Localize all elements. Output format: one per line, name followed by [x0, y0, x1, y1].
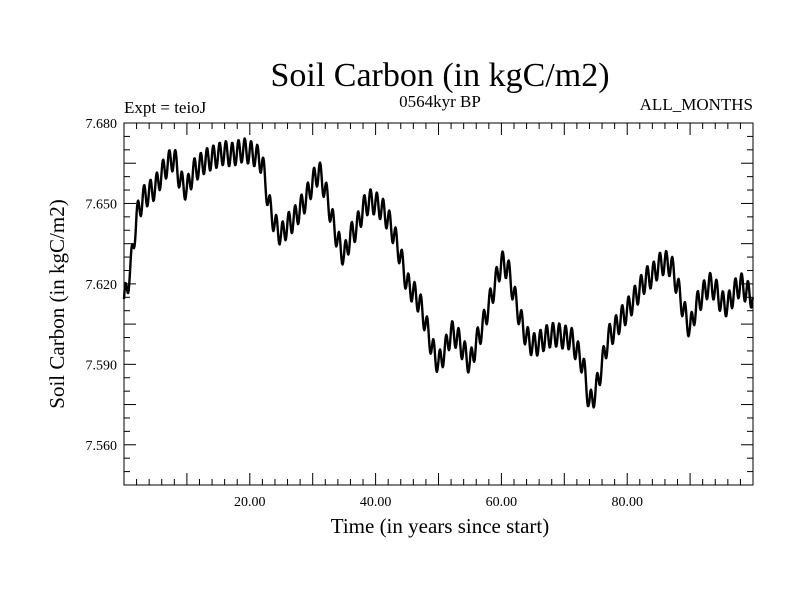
x-tick-label: 20.00 [234, 495, 266, 510]
y-tick-labels: 7.560 7.590 7.620 7.650 7.680 [86, 117, 118, 454]
x-axis-ticks [123, 123, 754, 485]
chart-title: Soil Carbon (in kgC/m2) [270, 57, 609, 94]
series-line-soil-carbon [122, 137, 755, 409]
y-axis-ticks [124, 122, 753, 486]
y-tick-label: 7.560 [86, 439, 118, 454]
x-tick-label: 40.00 [360, 495, 392, 510]
y-axis-label: Soil Carbon (in kgC/m2) [45, 199, 69, 408]
x-axis-label: Time (in years since start) [331, 514, 550, 538]
x-tick-label: 60.00 [486, 495, 518, 510]
subtitle-experiment: Expt = teioJ [124, 98, 207, 117]
subtitle-months: ALL_MONTHS [640, 95, 753, 114]
plot-frame [123, 122, 754, 486]
x-tick-label: 80.00 [611, 495, 643, 510]
subtitle-period: 0564kyr BP [399, 92, 481, 111]
y-tick-label: 7.680 [86, 117, 118, 132]
y-tick-label: 7.650 [86, 197, 118, 212]
x-tick-labels: 20.00 40.00 60.00 80.00 [234, 495, 643, 510]
y-tick-label: 7.620 [86, 278, 118, 293]
y-tick-label: 7.590 [86, 358, 118, 373]
